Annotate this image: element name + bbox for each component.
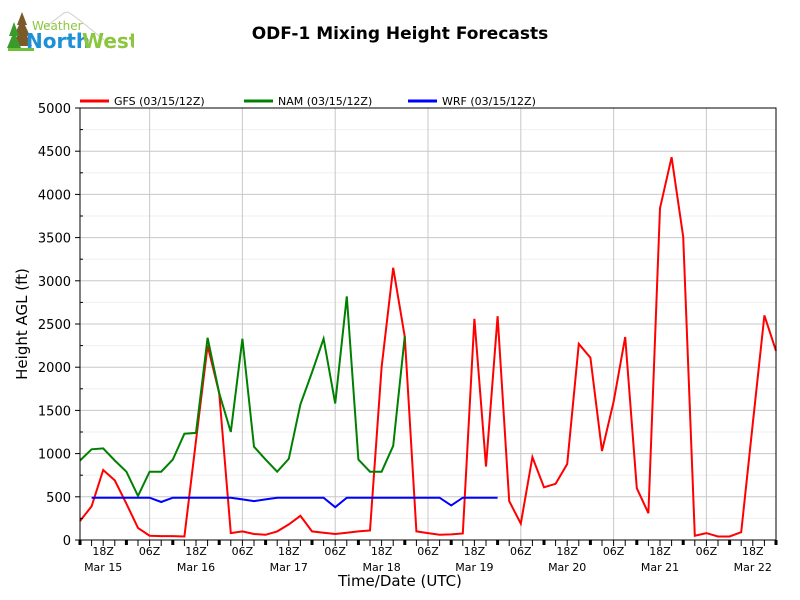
x-hour-label: 06Z [603, 545, 625, 558]
x-date-label: Mar 15 [84, 561, 122, 574]
legend-item-nam: NAM (03/15/12Z) [244, 95, 372, 108]
legend-label-nam: NAM (03/15/12Z) [278, 95, 372, 108]
y-tick-label: 1000 [38, 448, 71, 463]
legend-label-wrf: WRF (03/15/12Z) [442, 95, 536, 108]
x-date-label: Mar 16 [177, 561, 215, 574]
series-line-gfs [79, 156, 777, 538]
x-date-label: Mar 18 [362, 561, 400, 574]
x-hour-label: 18Z [278, 545, 300, 558]
legend-item-gfs: GFS (03/15/12Z) [80, 95, 205, 108]
legend-item-wrf: WRF (03/15/12Z) [408, 95, 536, 108]
x-hour-label: 18Z [92, 545, 114, 558]
axes: 0 500 1000 1500 2000 2500 3000 3500 4000 4500 5000… [38, 102, 778, 574]
x-hour-label: 18Z [464, 545, 486, 558]
x-hour-label: 18Z [742, 545, 764, 558]
x-hour-label: 18Z [556, 545, 578, 558]
x-hour-label: 06Z [232, 545, 254, 558]
x-hour-label: 18Z [371, 545, 393, 558]
chart-title: ODF-1 Mixing Height Forecasts [251, 24, 549, 44]
y-tick-label: 2500 [38, 318, 71, 333]
x-hour-label: 18Z [649, 545, 671, 558]
y-tick-label: 0 [63, 534, 71, 549]
x-date-label: Mar 22 [734, 561, 772, 574]
x-hour-label: 06Z [417, 545, 439, 558]
y-tick-label: 1500 [38, 404, 71, 419]
y-axis-label: Height AGL (ft) [13, 268, 31, 380]
x-hour-label: 18Z [185, 545, 207, 558]
y-tick-label: 500 [46, 491, 71, 506]
y-tick-label: 5000 [38, 102, 71, 117]
series-line-nam [79, 296, 406, 499]
y-tick-label: 2000 [38, 361, 71, 376]
x-date-label: Mar 17 [270, 561, 308, 574]
y-tick-label: 4500 [38, 145, 71, 160]
y-tick-label: 3000 [38, 275, 71, 290]
x-date-label: Mar 19 [455, 561, 493, 574]
y-tick-label: 4000 [38, 188, 71, 203]
legend-label-gfs: GFS (03/15/12Z) [114, 95, 205, 108]
x-date-label: Mar 21 [641, 561, 679, 574]
logo-west-text: West [82, 29, 134, 53]
x-hour-label: 06Z [696, 545, 718, 558]
series-lines [79, 156, 777, 538]
series-line-wrf [91, 496, 498, 509]
x-hour-label: 06Z [510, 545, 532, 558]
legend: GFS (03/15/12Z) NAM (03/15/12Z) WRF (03/15… [80, 95, 536, 108]
logo-north-text: North [26, 29, 90, 53]
x-hour-label: 06Z [324, 545, 346, 558]
weather-northwest-logo: Weather North West [7, 11, 134, 53]
x-hour-label: 06Z [139, 545, 161, 558]
x-axis-label: Time/Date (UTC) [337, 572, 462, 590]
x-date-label: Mar 20 [548, 561, 586, 574]
grid [80, 108, 776, 540]
y-tick-label: 3500 [38, 232, 71, 247]
logo-weather-text: Weather [32, 19, 83, 33]
